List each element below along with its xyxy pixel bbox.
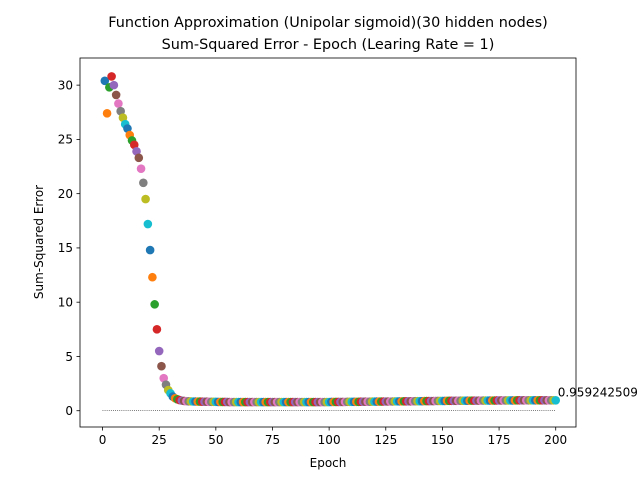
data-point bbox=[157, 361, 166, 371]
data-point bbox=[139, 178, 148, 188]
data-point bbox=[143, 219, 153, 229]
y-tick-label: 15 bbox=[58, 241, 73, 255]
data-point bbox=[129, 140, 139, 150]
y-axis-label: Sum-Squared Error bbox=[32, 185, 46, 299]
data-point bbox=[159, 373, 169, 383]
y-tick-label: 10 bbox=[58, 295, 73, 309]
plot-area bbox=[100, 72, 561, 412]
x-tick-label: 125 bbox=[374, 433, 397, 447]
final-value-annotation: 0.959242509 bbox=[558, 385, 638, 399]
x-tick-label: 175 bbox=[488, 433, 511, 447]
y-tick-label: 20 bbox=[58, 187, 73, 201]
data-point bbox=[118, 113, 128, 122]
data-point bbox=[136, 164, 146, 173]
axes-frame bbox=[79, 57, 577, 428]
x-tick-label: 150 bbox=[431, 433, 454, 447]
data-point bbox=[154, 346, 164, 356]
x-tick-label: 200 bbox=[544, 433, 567, 447]
data-point bbox=[102, 109, 112, 118]
axes: 0 25 50 75 100 125 150 175 200 0 5 10 15 20 25 30 bbox=[58, 57, 577, 447]
data-point bbox=[111, 90, 121, 100]
data-point bbox=[107, 72, 116, 81]
x-axis-label: Epoch bbox=[310, 456, 347, 470]
y-tick-label: 5 bbox=[65, 350, 73, 364]
chart-title-line1: Function Approximation (Unipolar sigmoid… bbox=[108, 15, 548, 31]
data-point bbox=[150, 300, 159, 309]
data-point bbox=[134, 153, 144, 163]
data-point bbox=[141, 194, 150, 204]
data-point bbox=[116, 106, 125, 116]
data-point bbox=[109, 80, 119, 90]
data-point bbox=[100, 76, 110, 86]
x-tick-label: 25 bbox=[152, 433, 167, 447]
x-tick-label: 50 bbox=[208, 433, 223, 447]
data-point bbox=[152, 325, 162, 334]
data-point bbox=[145, 245, 155, 255]
x-tick-label: 100 bbox=[318, 433, 341, 447]
data-point bbox=[551, 396, 561, 405]
y-tick-label: 25 bbox=[58, 133, 73, 147]
data-point bbox=[123, 124, 132, 133]
y-tick-label: 0 bbox=[65, 404, 73, 418]
data-point bbox=[132, 147, 141, 156]
x-tick-label: 0 bbox=[99, 433, 107, 447]
data-point bbox=[148, 272, 157, 282]
y-tick-label: 30 bbox=[58, 78, 73, 92]
x-tick-label: 75 bbox=[265, 433, 280, 447]
data-point bbox=[114, 99, 123, 108]
chart-title-line2: Sum-Squared Error - Epoch (Learing Rate … bbox=[162, 37, 495, 53]
